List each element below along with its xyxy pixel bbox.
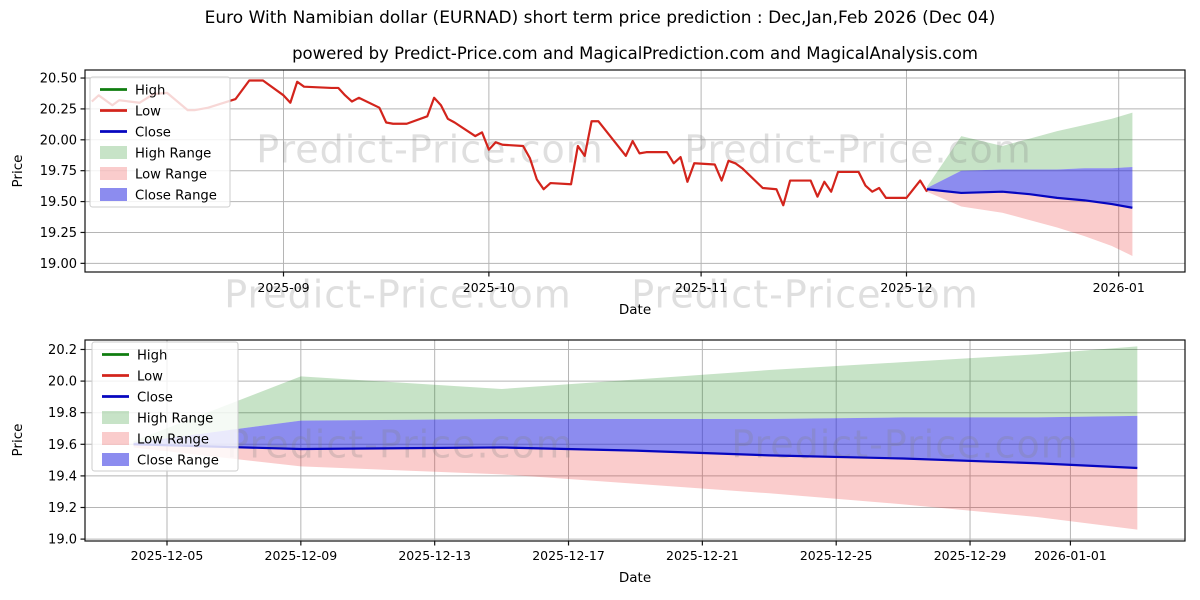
high-range-band xyxy=(133,346,1138,443)
legend-label: Close xyxy=(135,125,171,140)
x-tick-label: 2026-01-01 xyxy=(1034,548,1107,563)
high-range-band xyxy=(927,112,1133,188)
y-tick-label: 19.6 xyxy=(48,438,77,453)
axis-ticks: 19.00 19.25 19.50 19.75 20.00 20.25 20.50 2025-… xyxy=(40,72,1145,295)
legend-label: High Range xyxy=(137,411,213,426)
legend-item: High Range xyxy=(100,146,211,161)
legend-patch-swatch xyxy=(102,411,129,424)
legend-patch-swatch xyxy=(100,167,127,180)
legend-label: Close Range xyxy=(137,453,219,468)
low-range-band xyxy=(133,444,1138,530)
legend-item: Low xyxy=(100,104,161,119)
y-axis-label: Price xyxy=(10,155,26,188)
close-range-band xyxy=(927,166,1133,208)
legend: High Low Close High Range Low Range Close Ran… xyxy=(89,76,231,208)
x-tick-label: 2025-09 xyxy=(257,280,309,295)
close-range-band xyxy=(133,415,1138,468)
x-axis-label: Date xyxy=(619,570,651,586)
close-forecast-line xyxy=(926,188,1133,209)
x-tick-label: 2025-11 xyxy=(675,280,727,295)
legend-item: Close Range xyxy=(102,453,219,468)
watermark-text: Predict-Price.com xyxy=(631,273,979,317)
legend-label: High xyxy=(137,348,167,363)
legend-item: Close xyxy=(102,390,173,405)
watermark-text: Predict-Price.com xyxy=(226,423,574,467)
x-tick-label: 2025-12-13 xyxy=(398,548,471,563)
legend-label: Low xyxy=(135,104,161,119)
low-series-line xyxy=(91,79,928,207)
watermark-text: Predict-Price.com xyxy=(256,128,604,172)
page-title: Euro With Namibian dollar (EURNAD) short… xyxy=(204,8,996,28)
x-tick-label: 2026-01 xyxy=(1093,280,1145,295)
y-tick-label: 20.2 xyxy=(48,343,77,358)
legend-patch-swatch xyxy=(102,453,129,466)
legend-patch-swatch xyxy=(102,432,129,445)
legend-label: Low Range xyxy=(137,432,209,447)
x-axis-label: Date xyxy=(619,302,651,318)
x-tick-label: 2025-12-29 xyxy=(934,548,1007,563)
legend-label: Low Range xyxy=(135,167,207,182)
x-tick-label: 2025-10 xyxy=(463,280,515,295)
legend: High Low Close High Range Low Range Close Ran… xyxy=(91,341,239,472)
legend-label: Close Range xyxy=(135,188,217,203)
y-tick-label: 20.50 xyxy=(40,72,77,87)
low-range-band xyxy=(927,189,1133,256)
y-tick-label: 19.75 xyxy=(40,164,77,179)
y-tick-label: 19.0 xyxy=(48,533,77,548)
y-tick-label: 19.50 xyxy=(40,195,77,210)
plot-border xyxy=(84,339,1186,542)
watermark-text: Predict-Price.com xyxy=(731,423,1079,467)
watermark-text: Predict-Price.com xyxy=(224,273,572,317)
legend-label: High xyxy=(135,83,165,98)
x-tick-label: 2025-12-09 xyxy=(265,548,338,563)
legend-item: High xyxy=(102,348,167,363)
y-axis-label: Price xyxy=(10,424,26,457)
y-tick-label: 19.2 xyxy=(48,501,77,516)
legend-item: Close Range xyxy=(100,188,217,203)
legend-item: High xyxy=(100,83,165,98)
legend-item: Low xyxy=(102,369,163,384)
y-tick-label: 19.8 xyxy=(48,406,77,421)
x-tick-label: 2025-12-05 xyxy=(131,548,204,563)
legend-item: Low Range xyxy=(100,167,207,182)
x-tick-label: 2025-12-25 xyxy=(800,548,873,563)
y-tick-label: 19.00 xyxy=(40,257,77,272)
y-tick-label: 19.4 xyxy=(48,469,77,484)
y-tick-label: 20.00 xyxy=(40,133,77,148)
bottom-chart: Predict-Price.com Predict-Price.com19.019… xyxy=(10,339,1186,586)
figure-subtitle: powered by Predict-Price.com and Magical… xyxy=(292,44,978,63)
x-tick-label: 2025-12-21 xyxy=(666,548,739,563)
legend-item: Low Range xyxy=(102,432,209,447)
y-tick-label: 20.25 xyxy=(40,102,77,117)
gridlines xyxy=(85,70,1185,272)
top-chart: Predict-Price.com Predict-Price.com Predic… xyxy=(10,69,1186,318)
legend-label: High Range xyxy=(135,146,211,161)
legend-label: Close xyxy=(137,390,173,405)
legend-label: Low xyxy=(137,369,163,384)
legend-patch-swatch xyxy=(100,146,127,159)
watermark-text: Predict-Price.com xyxy=(684,128,1032,172)
legend-patch-swatch xyxy=(100,188,127,201)
axis-ticks: 19.0 19.2 19.4 19.6 19.8 20.0 20.2 2025-12-05 20… xyxy=(48,343,1107,563)
y-tick-label: 19.25 xyxy=(40,226,77,241)
x-tick-label: 2025-12-17 xyxy=(532,548,605,563)
legend-item: Close xyxy=(100,125,171,140)
y-tick-label: 20.0 xyxy=(48,375,77,390)
x-tick-label: 2025-12 xyxy=(880,280,932,295)
close-forecast-line xyxy=(133,443,1138,470)
legend-item: High Range xyxy=(102,411,213,426)
